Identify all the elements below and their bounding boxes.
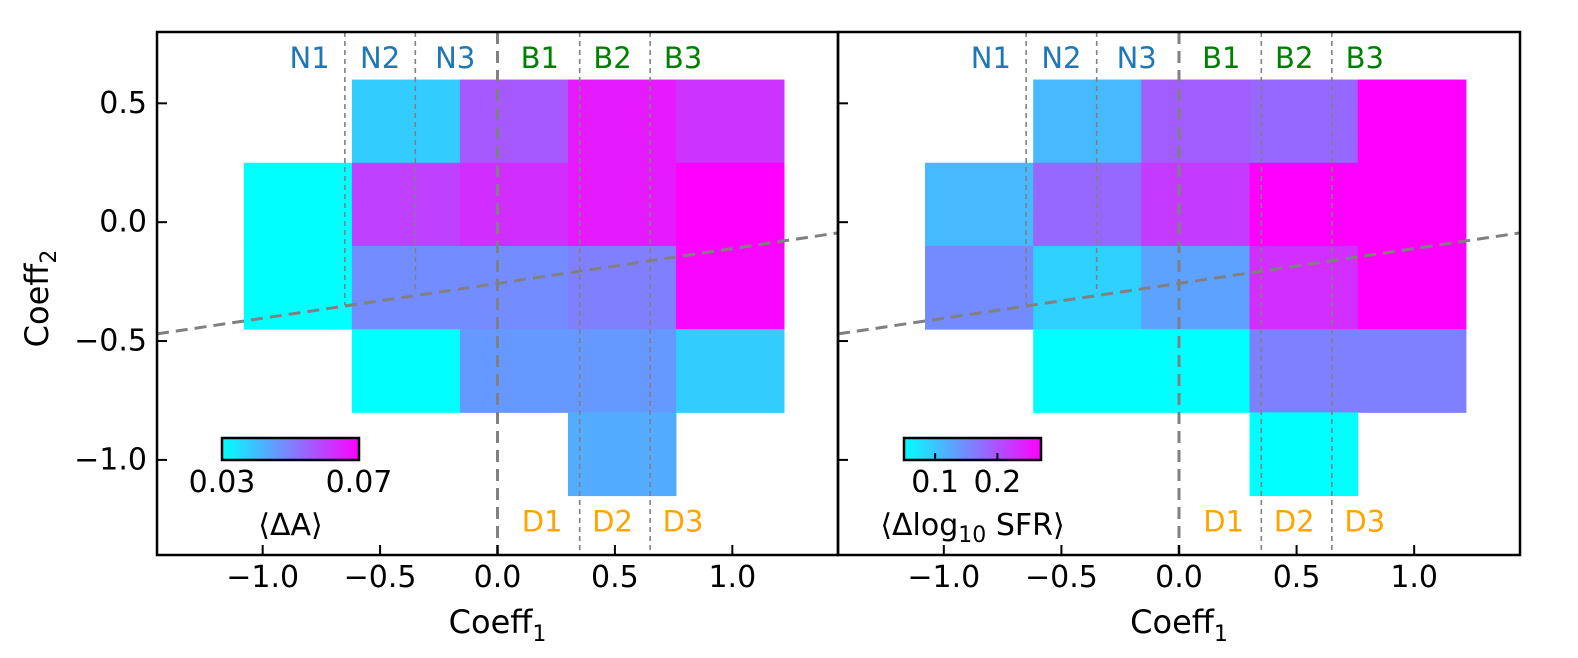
heatmap-cell xyxy=(1249,412,1359,497)
x-tick-label: −1.0 xyxy=(226,560,299,595)
heatmap-cell xyxy=(459,162,569,247)
dashed-boundary-line xyxy=(837,231,1521,336)
heatmap-cell xyxy=(1141,79,1251,164)
dashed-boundary-line xyxy=(156,231,839,336)
heatmap-cell xyxy=(1033,162,1142,247)
heatmap-cell xyxy=(567,162,677,247)
x-tick-label: −0.5 xyxy=(1025,560,1098,595)
heatmap-cell xyxy=(1249,79,1359,164)
heatmap-cell xyxy=(1033,79,1142,164)
region-label: N2 xyxy=(1041,41,1081,75)
left-heatmap-panel: N1 N2 N3 B1 B2 B3 D1 D2 D3 −1.0 −0.5 0.0 0.5 1.0 0.5 0.… xyxy=(18,30,840,647)
x-tick-label: 0.5 xyxy=(1273,560,1321,595)
colorbar-label: ⟨ΔA⟩ xyxy=(258,508,322,543)
region-label: N3 xyxy=(435,41,475,75)
heatmap-cell xyxy=(1033,329,1142,413)
heatmap-cell xyxy=(459,245,569,330)
heatmap-cell xyxy=(351,79,461,164)
region-label: D2 xyxy=(1274,505,1315,539)
heatmap-cell xyxy=(1141,245,1251,330)
region-label: N1 xyxy=(971,41,1011,75)
heatmap-cell xyxy=(1357,245,1467,330)
heatmap-cell xyxy=(1141,162,1251,247)
heatmap-cell xyxy=(351,162,461,247)
heatmap-cell xyxy=(243,245,353,330)
heatmap-cell xyxy=(1357,79,1467,164)
x-tick-label: 1.0 xyxy=(1390,560,1438,595)
heatmap-cell xyxy=(1249,329,1359,413)
region-label: B1 xyxy=(1202,41,1240,75)
region-label: D3 xyxy=(663,505,704,539)
colorbar xyxy=(902,436,1043,462)
colorbar-tick-label: 0.2 xyxy=(974,465,1022,500)
heatmap-cell xyxy=(351,329,461,413)
region-label: B2 xyxy=(593,41,631,75)
heatmap-cell xyxy=(1357,162,1467,247)
x-tick-label: 1.0 xyxy=(708,560,756,595)
x-axis-title: Coeff1 xyxy=(449,603,547,647)
region-label: N3 xyxy=(1117,41,1157,75)
y-tick-label: 0.5 xyxy=(99,86,147,121)
heatmap-cell xyxy=(459,79,569,164)
colorbar xyxy=(220,436,361,462)
heatmap-cell xyxy=(567,412,677,497)
heatmap-cell xyxy=(1141,329,1251,413)
y-axis-title: Coeff2 xyxy=(18,250,62,348)
heatmap-cell xyxy=(1033,245,1142,330)
right-heatmap-panel: N1 N2 N3 B1 B2 B3 D1 D2 D3 −1.0 −0.5 0.0 0.5 1.0 Coeff… xyxy=(836,30,1522,647)
colorbar-tick-label: 0.07 xyxy=(326,465,393,500)
region-label: N2 xyxy=(360,41,400,75)
colorbar-label: ⟨Δlog10 SFR⟩ xyxy=(880,508,1064,548)
heatmap-cell xyxy=(675,79,785,164)
region-label: D2 xyxy=(592,505,633,539)
region-label: B2 xyxy=(1275,41,1313,75)
heatmap-cell xyxy=(243,162,353,247)
heatmap-cell xyxy=(567,329,677,413)
heatmap-cell xyxy=(675,329,785,413)
region-label: N1 xyxy=(290,41,330,75)
heatmap-cell xyxy=(925,162,1034,247)
heatmap-cell xyxy=(459,329,569,413)
heatmap-cell xyxy=(567,245,677,330)
x-tick-label: −1.0 xyxy=(907,560,980,595)
colorbar-tick-label: 0.1 xyxy=(911,465,959,500)
colorbar-tick-label: 0.03 xyxy=(189,465,256,500)
x-tick-label: 0.0 xyxy=(474,560,522,595)
region-label: D1 xyxy=(1203,505,1244,539)
x-tick-label: 0.0 xyxy=(1155,560,1203,595)
heatmap-cell xyxy=(675,162,785,247)
region-label: B1 xyxy=(521,41,559,75)
region-label: B3 xyxy=(1346,41,1384,75)
y-tick-label: 0.0 xyxy=(99,205,147,240)
heatmap-cell xyxy=(1357,329,1467,413)
region-label: D1 xyxy=(522,505,563,539)
region-label: D3 xyxy=(1344,505,1385,539)
heatmap-cell xyxy=(1249,245,1359,330)
x-tick-label: 0.5 xyxy=(591,560,639,595)
y-tick-label: −1.0 xyxy=(74,442,147,477)
heatmap-cell xyxy=(675,245,785,330)
heatmap-cell xyxy=(1249,162,1359,247)
x-tick-label: −0.5 xyxy=(344,560,417,595)
x-axis-title: Coeff1 xyxy=(1130,603,1228,647)
heatmap-cell xyxy=(351,245,461,330)
y-tick-label: −0.5 xyxy=(74,324,147,359)
heatmap-cell xyxy=(925,245,1034,330)
heatmap-cell xyxy=(567,79,677,164)
region-label: B3 xyxy=(664,41,702,75)
